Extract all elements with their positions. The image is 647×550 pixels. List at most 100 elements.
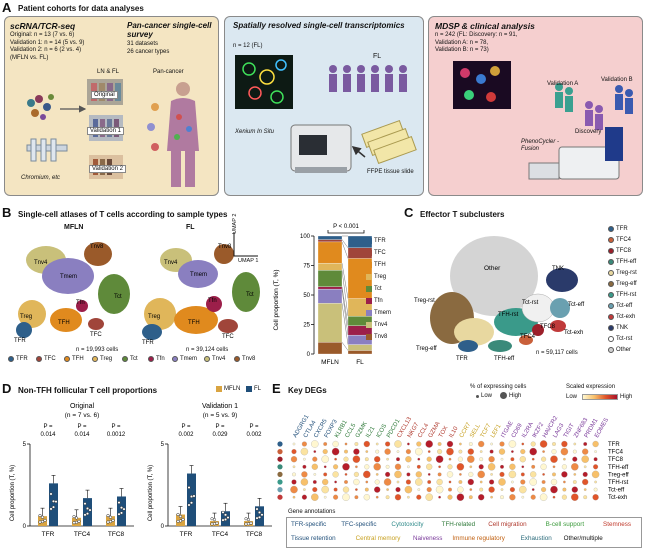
- dot-cell: [552, 442, 556, 446]
- dot-cell: [365, 450, 369, 453]
- tissue-image-icon: [235, 55, 293, 109]
- dot-cell: [416, 494, 422, 500]
- legend-dot: [204, 356, 210, 362]
- xenium-label: Xenium In Situ: [235, 129, 275, 135]
- legend-swatch: [216, 386, 222, 392]
- row-color-dot: [277, 456, 283, 462]
- dot-cell: [592, 440, 599, 448]
- d-pvalue-value: 0.0012: [107, 432, 126, 438]
- dot-cell: [384, 448, 391, 455]
- dot-cell: [500, 495, 504, 500]
- annotation-label: Exhaustion: [520, 535, 552, 542]
- d-point: [223, 513, 228, 517]
- dot-cell: [427, 450, 431, 453]
- dot-cell: [405, 479, 411, 485]
- umap-mfln-label: Tct: [114, 294, 122, 300]
- dot-cell: [583, 495, 588, 500]
- legend-swatch: [366, 298, 372, 304]
- dot-cell: [344, 449, 348, 454]
- stacked-tick-label: 50: [303, 293, 310, 299]
- pan-cancer-label: Pan-cancer: [153, 69, 184, 75]
- dot-cell: [343, 456, 349, 462]
- d-category-label: TFC8: [246, 531, 263, 538]
- dot-cell: [519, 485, 527, 494]
- annotation-label: TFC-specific: [341, 521, 377, 528]
- dot-cell: [407, 495, 410, 499]
- d-point: [51, 499, 56, 503]
- chip-validation1: Validation 1: [87, 127, 124, 135]
- spatial-illustration: [235, 55, 417, 173]
- dot-cell: [292, 465, 296, 469]
- dot-cell: [363, 494, 370, 501]
- dot-cell: [572, 480, 577, 484]
- subcluster-legend-item: Other: [608, 347, 631, 353]
- row-label: TFC4: [608, 450, 624, 456]
- umap2-label: UMAP 2: [232, 213, 238, 234]
- d-point: [244, 517, 248, 521]
- legend-dot: [608, 248, 614, 254]
- d-point: [106, 513, 110, 518]
- dot-cell: [394, 470, 402, 479]
- chromium-label: Chromium, etc: [21, 175, 61, 181]
- dot-cell: [416, 441, 422, 447]
- dot-cell: [500, 488, 504, 491]
- d-point: [77, 519, 81, 523]
- dot-cell: [593, 457, 598, 462]
- mdsp-tissue-icon: [453, 61, 511, 109]
- dot-cell: [488, 486, 495, 493]
- stacked-bar-segment: [317, 235, 343, 240]
- cell-clusters-icon: [27, 94, 54, 120]
- mdsp-lines: n = 242 (FL: Discovery: n = 91, Validati…: [435, 32, 517, 55]
- dot-cell: [539, 493, 548, 501]
- legend-b-item: TFH: [64, 356, 84, 362]
- dot-cell: [500, 464, 504, 469]
- gene-label: IL10: [449, 425, 460, 439]
- dot-cell: [385, 441, 391, 447]
- panel-d-letter: D: [2, 381, 12, 396]
- dot-cell: [312, 456, 318, 462]
- dot-cell: [394, 494, 402, 501]
- dot-cell: [353, 471, 359, 477]
- stacked-legend-item: Tnv4: [366, 322, 387, 328]
- dot-cell: [582, 471, 588, 477]
- scrna-cohorts: Original: n = 13 (7 vs. 6) Validation 1:…: [10, 32, 84, 62]
- subcluster-legend-item: TFR: [608, 226, 628, 232]
- dot-cell: [405, 449, 411, 455]
- dot-cell: [508, 440, 517, 448]
- umap-fl-label: Tmem: [190, 272, 207, 278]
- stacked-bar-segment: [317, 288, 343, 304]
- stacked-link: [341, 303, 349, 345]
- dot-cell: [352, 455, 361, 463]
- row-label: Tct-exh: [608, 495, 627, 501]
- row-color-dot: [277, 449, 283, 455]
- stacked-link: [341, 239, 349, 248]
- dot-cell: [489, 449, 494, 454]
- dot-cell: [521, 442, 525, 446]
- legend-dot: [608, 336, 614, 342]
- dot-cell: [426, 487, 432, 493]
- legend-b-item: Tct: [122, 356, 138, 362]
- umap-subclusters-plot: Other TNK Treg-rst Tct-rst Tct-eff TFH-r…: [414, 236, 585, 362]
- dot-cell: [446, 471, 454, 478]
- dot-cell: [374, 479, 380, 485]
- cohort-line: Validation 2: n = 6 (2 vs. 4): [10, 47, 82, 53]
- dot-cell: [552, 465, 556, 469]
- legend-swatch: [366, 286, 372, 292]
- umap-mfln-label: Tnv4: [34, 260, 48, 266]
- panel-e-letter: E: [272, 381, 281, 396]
- d-chart-subtitle: (n = 7 vs. 6): [65, 412, 100, 419]
- legend-d-item: FL: [246, 386, 261, 392]
- dot-cell: [459, 442, 462, 446]
- dot-cell: [333, 494, 339, 500]
- dot-cell: [386, 488, 389, 491]
- validation-a-label: Validation A: [547, 81, 579, 87]
- dot-cell: [582, 478, 589, 486]
- d-chart-subtitle: (n = 5 vs. 9): [203, 412, 238, 419]
- dot-cell: [478, 440, 485, 448]
- dot-cell: [510, 457, 515, 462]
- dot-cell: [551, 449, 557, 455]
- d-point: [72, 515, 76, 519]
- d-category-label: TFR: [180, 531, 193, 538]
- dot-cell: [374, 456, 381, 463]
